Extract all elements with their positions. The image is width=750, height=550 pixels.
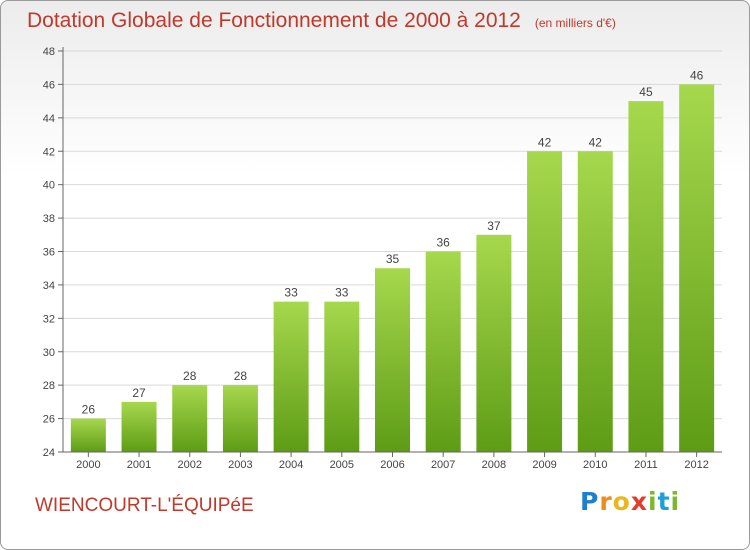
- logo-letter: o: [612, 487, 631, 516]
- x-tick-label: 2002: [177, 459, 201, 471]
- x-tick-label: 2000: [76, 459, 100, 471]
- data-label: 42: [589, 135, 603, 149]
- bar: [172, 385, 208, 452]
- x-tick-label: 2001: [127, 459, 151, 471]
- data-label: 36: [437, 236, 451, 250]
- data-label: 28: [234, 369, 248, 383]
- y-tick-label: 24: [43, 447, 55, 459]
- chart-title: Dotation Globale de Fonctionnement de 20…: [27, 9, 616, 33]
- y-tick-label: 36: [43, 247, 55, 259]
- x-tick-label: 2003: [228, 459, 252, 471]
- y-tick-label: 40: [43, 180, 55, 192]
- y-tick-label: 44: [43, 113, 55, 125]
- x-tick-label: 2011: [634, 459, 658, 471]
- axes: 24 26 28 30 32 34 36 38 40 42 44 46 48 2000 2001 2002 20…: [43, 46, 722, 471]
- bar-chart: 26 27 28 28 33 33 35 36 37 42 42 45 46 24 26 28 30 32 34 3…: [43, 46, 722, 471]
- bar: [425, 251, 461, 452]
- y-tick-label: 34: [43, 280, 55, 292]
- y-tick-label: 42: [43, 146, 55, 158]
- data-label: 35: [386, 252, 400, 266]
- data-label: 28: [183, 369, 197, 383]
- logo-letter: t: [657, 487, 671, 516]
- y-tick-label: 46: [43, 79, 55, 91]
- x-tick-label: 2006: [380, 459, 404, 471]
- chart-title-text: Dotation Globale de Fonctionnement de 20…: [27, 9, 521, 32]
- logo-letter: x: [630, 487, 648, 516]
- logo-letter: r: [599, 487, 613, 516]
- bar: [527, 151, 563, 452]
- y-tick-label: 26: [43, 414, 55, 426]
- y-tick-label: 30: [43, 347, 55, 359]
- bar: [375, 268, 410, 452]
- x-tick-label: 2004: [279, 459, 303, 471]
- logo-letter: i: [648, 487, 658, 516]
- y-tick-label: 28: [43, 380, 55, 392]
- data-label: 46: [690, 68, 704, 82]
- data-label: 33: [335, 286, 349, 300]
- bar: [628, 101, 664, 452]
- x-tick-label: 2008: [482, 459, 506, 471]
- bar: [476, 234, 512, 452]
- bar: [679, 84, 715, 453]
- data-label: 33: [284, 286, 298, 300]
- data-label: 42: [538, 135, 552, 149]
- data-label: 45: [639, 85, 653, 99]
- x-tick-label: 2012: [684, 459, 708, 471]
- x-tick-label: 2007: [431, 459, 455, 471]
- bars: 26 27 28 28 33 33 35 36 37 42 42 45 46: [70, 68, 715, 453]
- x-tick-label: 2005: [330, 459, 354, 471]
- y-tick-label: 32: [43, 313, 55, 325]
- x-tick-label: 2010: [583, 459, 607, 471]
- y-tick-label: 48: [43, 46, 55, 58]
- y-tick-label: 38: [43, 213, 55, 225]
- bar: [324, 301, 360, 452]
- bar: [70, 418, 106, 452]
- data-label: 37: [487, 219, 501, 233]
- x-tick-label: 2009: [532, 459, 556, 471]
- proxiti-logo: Proxiti: [580, 487, 680, 516]
- chart-subtitle: (en milliers d'€): [534, 16, 616, 30]
- logo-letter: P: [580, 487, 600, 516]
- data-label: 26: [82, 403, 96, 417]
- data-label: 27: [132, 386, 146, 400]
- bar: [273, 301, 309, 452]
- bar: [577, 151, 613, 452]
- commune-name: WIENCOURT-L'ÉQUIPéE: [35, 495, 254, 516]
- bar: [222, 385, 258, 452]
- bar: [121, 401, 157, 452]
- logo-letter: i: [670, 487, 681, 516]
